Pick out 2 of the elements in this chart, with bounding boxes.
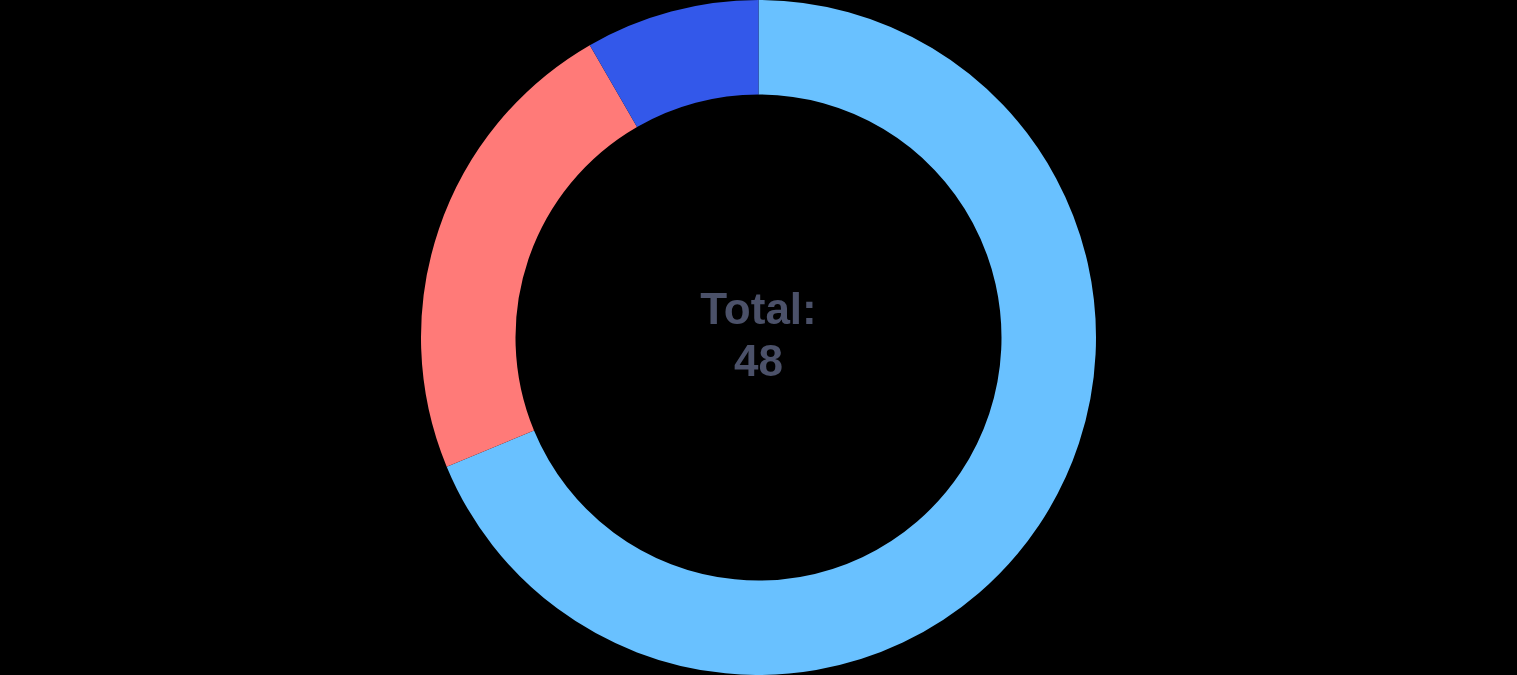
text: 48 [734, 335, 783, 385]
text: Total: [700, 283, 817, 333]
